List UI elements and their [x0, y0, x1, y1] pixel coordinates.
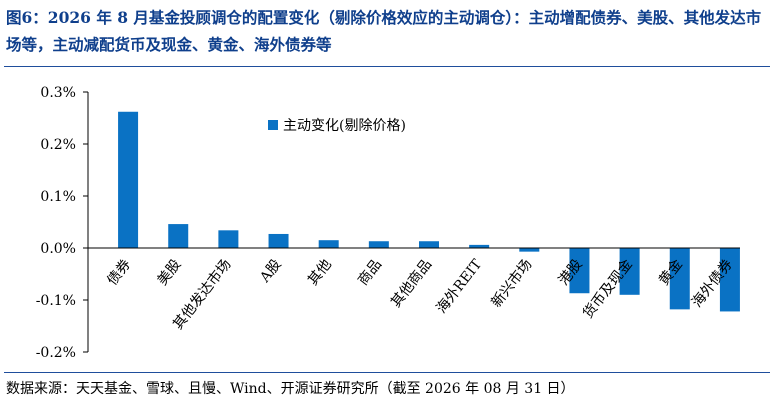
- source-note: 数据来源：天天基金、雪球、且慢、Wind、开源证券研究所（截至 2026 年 0…: [6, 381, 575, 397]
- y-tick-label: 0.2%: [40, 137, 76, 153]
- bars-group: [118, 111, 740, 312]
- bar-9: [569, 248, 590, 294]
- figure-title: 图6：2026 年 8 月基金投顾调仓的配置变化（剔除价格效应的主动调仓）：主动…: [6, 8, 762, 54]
- bar-3: [268, 233, 289, 248]
- y-tick-label: 0.0%: [40, 241, 76, 257]
- category-label-6: 其他商品: [388, 257, 435, 311]
- bar-6: [419, 241, 439, 248]
- bar-5: [368, 241, 389, 248]
- y-axis: -0.2% -0.1% 0.0% 0.1% 0.2% 0.3%: [36, 85, 89, 361]
- legend-swatch: [268, 120, 278, 130]
- y-tick-label: 0.3%: [40, 85, 76, 101]
- bar-1: [168, 224, 189, 248]
- bar-4: [318, 240, 339, 248]
- category-label-1: 美股: [155, 257, 185, 289]
- category-label-0: 债券: [104, 257, 134, 289]
- bar-8: [519, 248, 540, 252]
- category-label-8: 新兴市场: [488, 256, 536, 311]
- category-labels: 债券 美股其他发达市场 A股 其他 商品 其他商品海外REIT 新兴市场 港股货币及现金 黄金海…: [104, 256, 736, 333]
- bar-12: [719, 248, 740, 312]
- legend-label: 主动变化(剔除价格): [283, 118, 406, 134]
- category-label-4: 其他: [305, 257, 335, 289]
- source-divider: [4, 372, 770, 373]
- bar-11: [669, 248, 690, 310]
- bar-chart: -0.2%-0.1%0.0%0.1%0.2%0.3% 债券 美股其他发达市场 A股其…: [36, 85, 740, 361]
- legend: 主动变化(剔除价格): [268, 118, 406, 134]
- bar-7: [469, 244, 490, 248]
- title-divider: [4, 66, 770, 67]
- category-label-3: A股: [257, 257, 285, 287]
- y-tick-label: -0.1%: [36, 293, 76, 309]
- category-label-7: 海外REIT: [434, 256, 486, 317]
- bar-2: [218, 230, 239, 248]
- y-tick-label: 0.1%: [40, 189, 76, 205]
- category-label-5: 商品: [355, 257, 385, 289]
- y-tick-label: -0.2%: [36, 345, 76, 361]
- bar-0: [118, 111, 139, 248]
- bar-10: [619, 248, 640, 295]
